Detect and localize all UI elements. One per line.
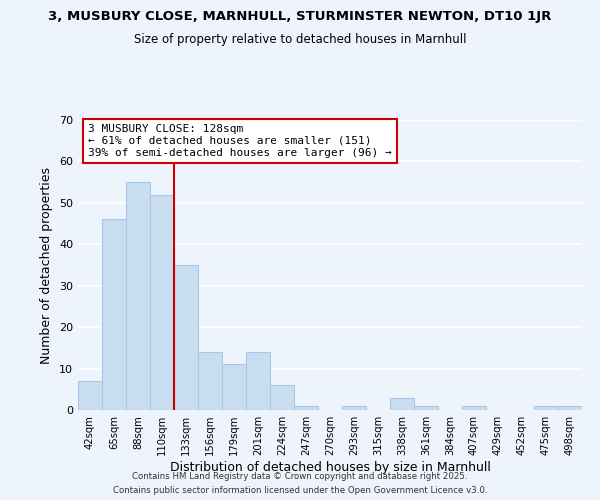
X-axis label: Distribution of detached houses by size in Marnhull: Distribution of detached houses by size …	[170, 461, 490, 474]
Bar	[414, 406, 438, 410]
Bar	[126, 182, 150, 410]
Bar	[294, 406, 318, 410]
Text: Contains HM Land Registry data © Crown copyright and database right 2025.: Contains HM Land Registry data © Crown c…	[132, 472, 468, 481]
Bar	[558, 406, 582, 410]
Bar	[198, 352, 222, 410]
Bar	[174, 265, 198, 410]
Bar	[462, 406, 486, 410]
Bar	[534, 406, 558, 410]
Bar	[390, 398, 414, 410]
Bar	[150, 194, 174, 410]
Text: Size of property relative to detached houses in Marnhull: Size of property relative to detached ho…	[134, 32, 466, 46]
Bar	[270, 385, 294, 410]
Bar	[222, 364, 246, 410]
Bar	[342, 406, 366, 410]
Text: 3, MUSBURY CLOSE, MARNHULL, STURMINSTER NEWTON, DT10 1JR: 3, MUSBURY CLOSE, MARNHULL, STURMINSTER …	[49, 10, 551, 23]
Text: 3 MUSBURY CLOSE: 128sqm
← 61% of detached houses are smaller (151)
39% of semi-d: 3 MUSBURY CLOSE: 128sqm ← 61% of detache…	[88, 124, 392, 158]
Y-axis label: Number of detached properties: Number of detached properties	[40, 166, 53, 364]
Text: Contains public sector information licensed under the Open Government Licence v3: Contains public sector information licen…	[113, 486, 487, 495]
Bar	[102, 220, 126, 410]
Bar	[78, 381, 102, 410]
Bar	[246, 352, 270, 410]
